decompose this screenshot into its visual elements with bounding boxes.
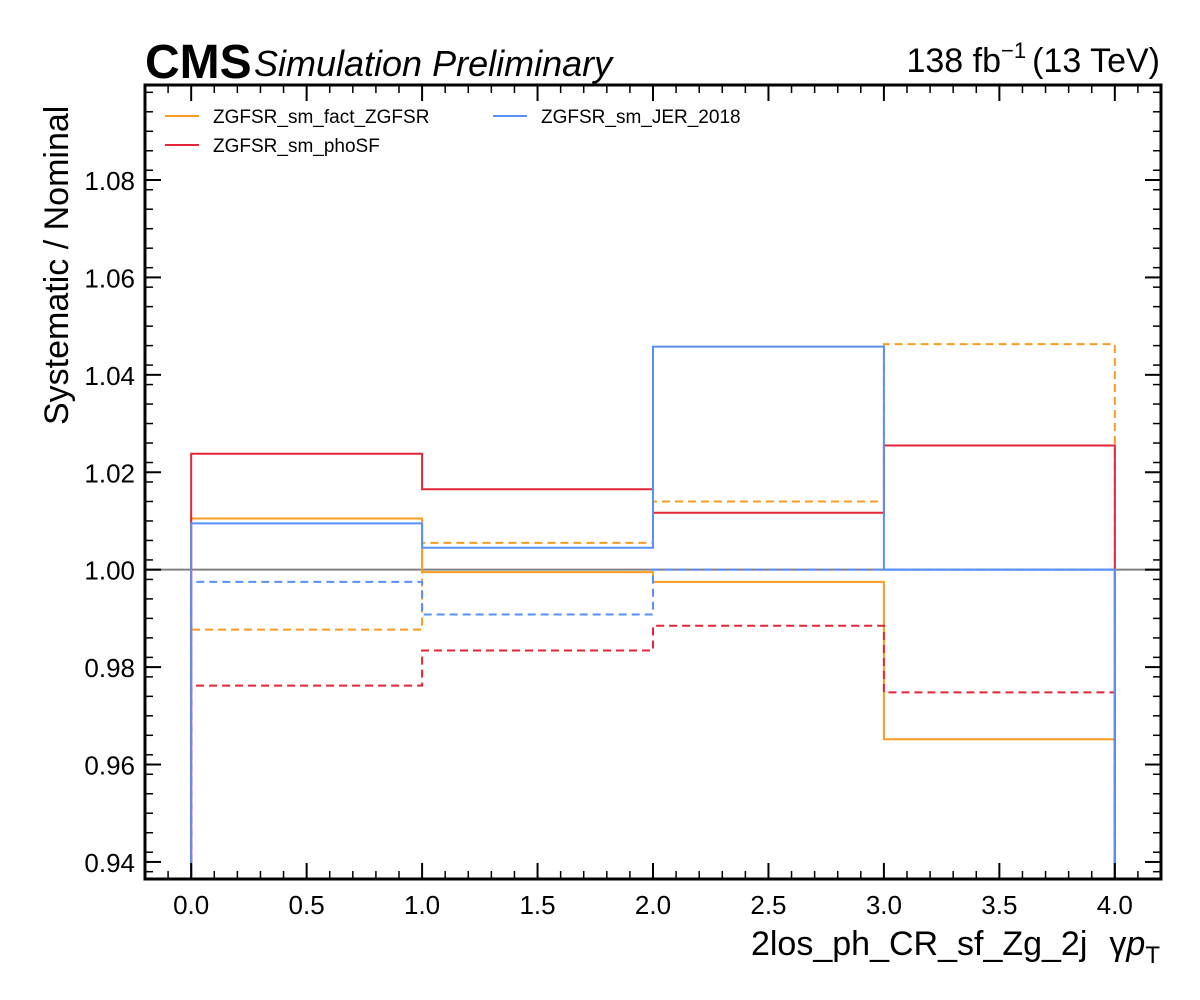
y-tick-label: 1.00	[84, 556, 135, 586]
x-tick-label: 0.5	[289, 890, 325, 920]
luminosity-label: 138 fb−1 (13 TeV)	[906, 38, 1160, 80]
legend-label-zgfsr-sm-phosf: ZGFSR_sm_phoSF	[213, 136, 380, 157]
y-tick-label: 1.06	[84, 263, 135, 293]
y-tick-label: 0.96	[84, 751, 135, 781]
series-zgfsr-sm-jer-2018-up	[190, 345, 1116, 879]
series-zgfsr-sm-fact-zgfsr-down	[190, 343, 1116, 879]
x-tick-label: 3.0	[866, 890, 902, 920]
legend: ZGFSR_sm_fact_ZGFSR ZGFSR_sm_phoSF ZGFSR_s…	[165, 107, 741, 157]
y-tick-label: 0.98	[84, 653, 135, 683]
x-tick-label: 2.5	[750, 890, 786, 920]
x-tick-label: 2.0	[635, 890, 671, 920]
legend-label-zgfsr-sm-jer-2018: ZGFSR_sm_JER_2018	[541, 107, 741, 128]
y-axis-label: Systematic / Nominal	[38, 106, 76, 425]
x-tick-label: 3.5	[981, 890, 1017, 920]
series-zgfsr-sm-phosf-down	[190, 624, 1116, 879]
y-tick-label: 1.08	[84, 166, 135, 196]
y-tick-label: 1.04	[84, 361, 135, 391]
x-tick-label: 0.0	[173, 890, 209, 920]
x-tick-label: 4.0	[1097, 890, 1133, 920]
y-tick-label: 1.02	[84, 458, 135, 488]
cms-label: CMS	[145, 36, 252, 89]
x-tick-label: 1.0	[404, 890, 440, 920]
axis-ticks	[145, 85, 1161, 879]
series-zgfsr-sm-jer-2018-down	[190, 568, 1116, 879]
y-tick-labels: 0.94 0.96 0.98 1.00 1.02 1.04 1.06 1.08	[84, 166, 135, 878]
x-axis-label: 2los_ph_CR_sf_Zg_2j γpT	[751, 925, 1160, 969]
simulation-preliminary-label: Simulation Preliminary	[254, 43, 614, 84]
legend-label-zgfsr-sm-fact-zgfsr: ZGFSR_sm_fact_ZGFSR	[213, 107, 429, 128]
x-tick-label: 1.5	[519, 890, 555, 920]
series-group	[190, 343, 1116, 879]
x-tick-labels: 0.0 0.5 1.0 1.5 2.0 2.5 3.0 3.5 4.0	[173, 890, 1133, 920]
y-tick-label: 0.94	[84, 848, 135, 878]
